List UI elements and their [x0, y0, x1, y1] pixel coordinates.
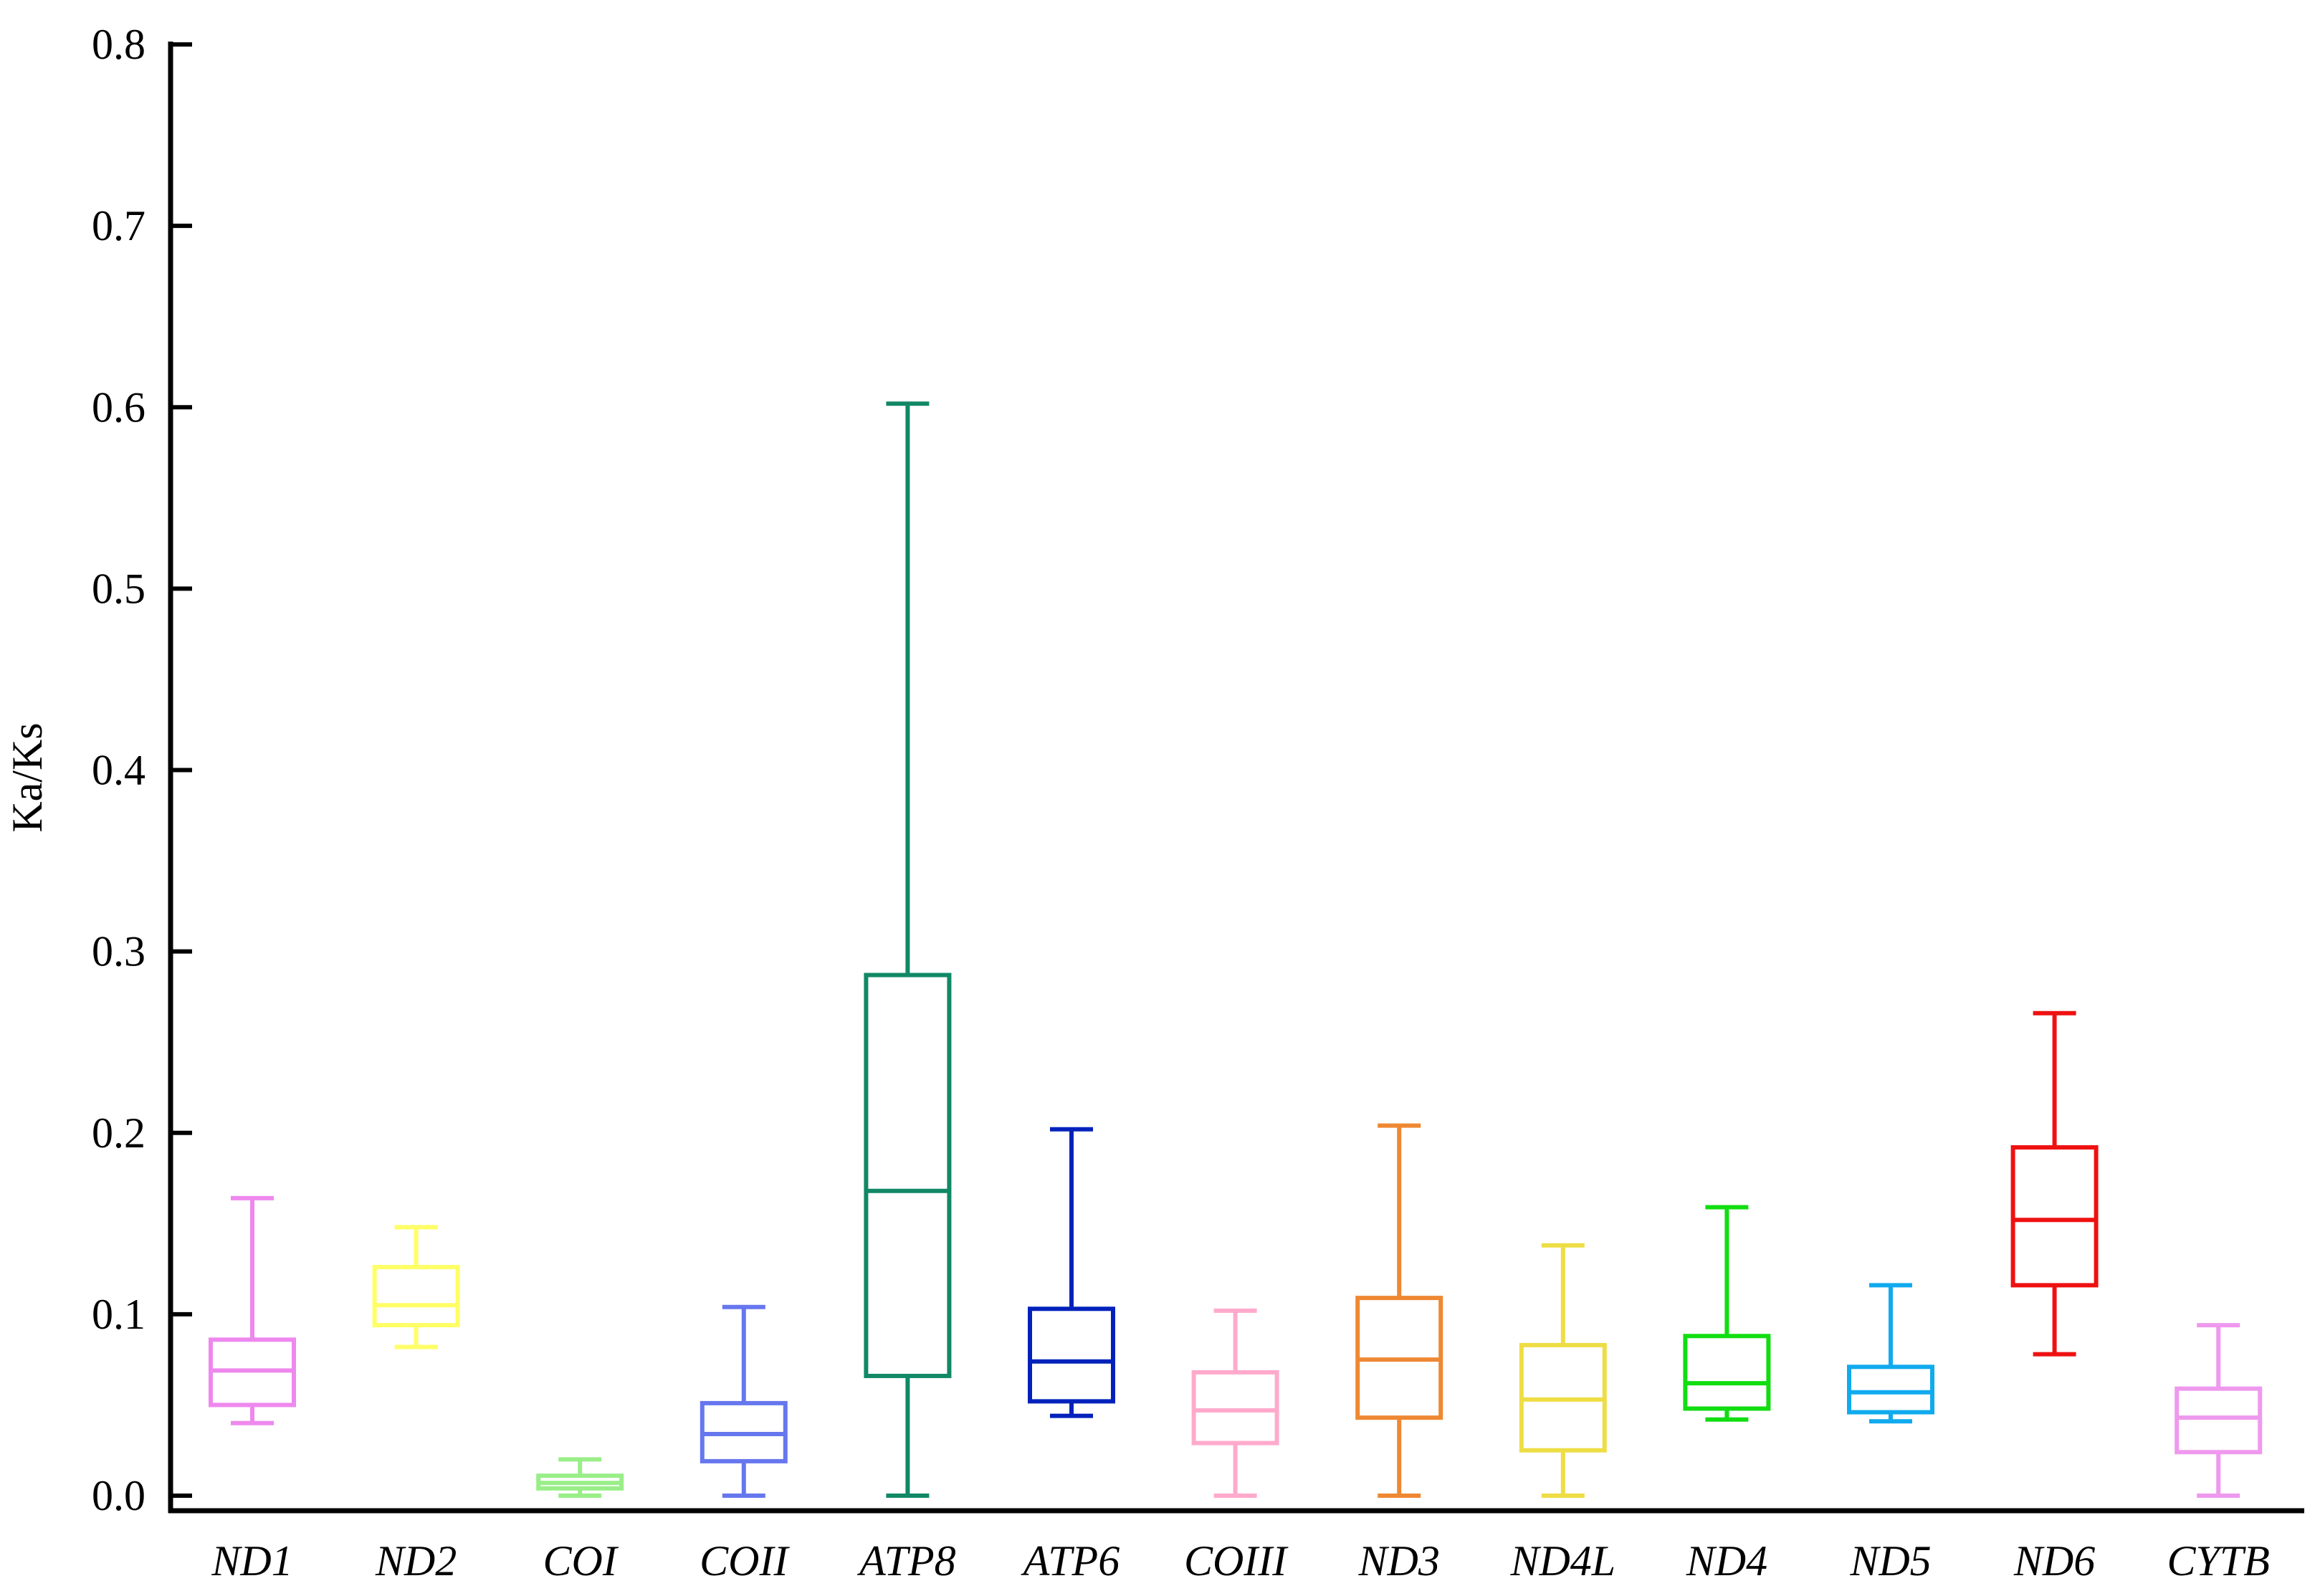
boxes — [209, 401, 2263, 1498]
box-coii — [700, 1304, 788, 1498]
box-cytb — [2175, 1323, 2263, 1498]
iqr-box — [1683, 1334, 1771, 1411]
y-tick-label: 0.3 — [92, 928, 145, 975]
iqr-box — [2175, 1386, 2263, 1455]
y-tick-label: 0.8 — [92, 21, 145, 68]
y-tick-label: 0.6 — [92, 383, 145, 431]
box-nd6 — [2010, 1010, 2099, 1357]
y-tick-label: 0.4 — [92, 747, 145, 794]
iqr-box — [1191, 1370, 1279, 1446]
iqr-box — [1847, 1365, 1934, 1415]
box-nd5 — [1847, 1283, 1934, 1424]
iqr-box — [2010, 1145, 2099, 1288]
box-nd4l — [1519, 1243, 1607, 1498]
x-tick-label: ND4 — [1686, 1537, 1767, 1585]
x-tick-label: ATP6 — [1021, 1537, 1120, 1585]
x-tick-label: ND2 — [375, 1537, 457, 1585]
x-tick-label: ND1 — [211, 1537, 292, 1585]
x-tick-label: CYTB — [2167, 1537, 2269, 1585]
x-tick-label: ND6 — [2013, 1537, 2095, 1585]
y-tick-label: 0.2 — [92, 1109, 145, 1157]
x-tick-label: ATP8 — [856, 1537, 955, 1585]
box-coi — [536, 1457, 624, 1498]
y-tick-label: 0.1 — [92, 1291, 145, 1338]
x-tick-label: ND4L — [1509, 1537, 1615, 1585]
x-tick-label: ND5 — [1849, 1537, 1931, 1585]
y-tick-label: 0.7 — [92, 202, 145, 249]
box-atp8 — [864, 401, 952, 1498]
y-axis-title: Ka/Ks — [4, 722, 51, 832]
iqr-box — [1028, 1306, 1115, 1404]
x-tick-label: COI — [543, 1537, 619, 1585]
box-coiii — [1191, 1308, 1279, 1498]
box-atp6 — [1028, 1127, 1115, 1418]
y-tick-label: 0.5 — [92, 565, 145, 612]
y-tick-label: 0.0 — [92, 1472, 145, 1519]
x-tick-label: COII — [700, 1537, 790, 1585]
iqr-box — [372, 1265, 460, 1328]
y-axis: 0.0 0.1 0.2 0.3 0.4 0.5 0.6 0.7 0.8 — [92, 21, 192, 1519]
x-tick-label: ND3 — [1358, 1537, 1440, 1585]
iqr-box — [864, 973, 952, 1378]
box-nd4 — [1683, 1205, 1771, 1422]
x-tick-label: COIII — [1184, 1537, 1289, 1585]
box-nd1 — [209, 1195, 296, 1425]
box-nd2 — [372, 1225, 460, 1349]
x-axis: ND1 ND2 COI COII ATP8 ATP6 COIII ND3 ND4L ND4 ND5 N… — [168, 1508, 2304, 1585]
box-nd3 — [1355, 1123, 1443, 1498]
